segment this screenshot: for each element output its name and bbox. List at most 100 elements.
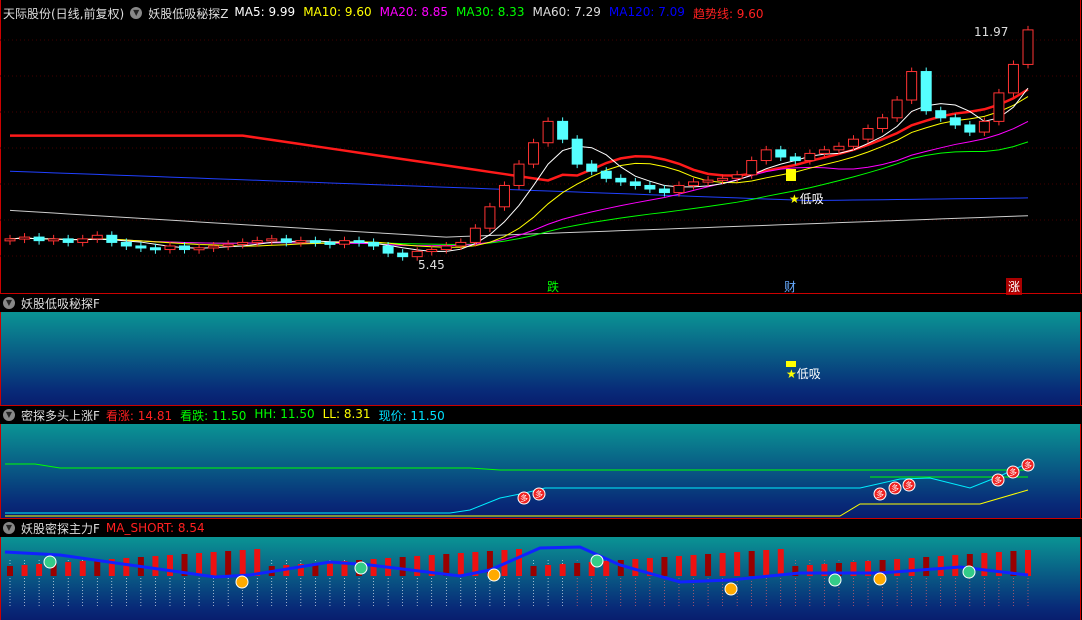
ma10-line: [9, 96, 1029, 248]
candle-body: [324, 241, 336, 245]
bull-badge-icon: [1021, 458, 1035, 472]
force-bar: [952, 555, 959, 576]
force-bar: [777, 549, 784, 576]
force-bar: [923, 557, 930, 576]
candle-body: [338, 240, 350, 245]
candle-body: [658, 188, 670, 194]
high-price-label: 11.97: [974, 25, 1009, 39]
indicator-menu-icon[interactable]: ▼: [3, 409, 15, 421]
ll-line: [5, 489, 1029, 517]
force-bar: [239, 550, 246, 576]
force-bar: [210, 552, 217, 576]
force-bar: [966, 554, 973, 576]
force-bar: [254, 549, 261, 576]
candle-body: [120, 241, 132, 247]
chevron-down-icon: [590, 554, 604, 568]
bull-badge-text: 多: [876, 489, 884, 499]
ma-value-5: MA120: 7.09: [608, 4, 685, 19]
force-bar: [225, 551, 232, 576]
bull-badge-icon: [873, 487, 887, 501]
candle-body: [644, 184, 656, 190]
candle-body: [746, 160, 758, 176]
low-price-label: 5.45: [418, 258, 445, 272]
panel4-header: ▼ 妖股密探主力F MA_SHORT: 8.54: [0, 519, 205, 537]
force-bar: [879, 560, 886, 576]
bull-badge-icon: [888, 481, 902, 495]
candle-body: [222, 243, 234, 247]
force-bar: [865, 561, 872, 576]
bull-badge-text: 多: [994, 475, 1002, 485]
candlestick-chart[interactable]: [0, 0, 1082, 293]
main-chart-panel[interactable]: [0, 0, 1081, 293]
force-bar: [79, 561, 86, 576]
signal-bar: [786, 361, 796, 367]
candle-body: [964, 124, 976, 133]
candle-body: [135, 245, 147, 249]
candle-body: [993, 92, 1005, 122]
force-bar: [457, 553, 464, 576]
panel2-body[interactable]: [0, 312, 1081, 405]
chevron-up-icon: [873, 572, 887, 586]
force-bar: [835, 563, 842, 576]
ma-short-value: MA_SHORT: 8.54: [105, 521, 205, 535]
candle-body: [266, 238, 278, 242]
candle-body: [673, 184, 685, 194]
indicator-value-2: HH: 11.50: [254, 406, 315, 421]
ma-value-0: MA5: 9.99: [234, 4, 296, 19]
force-bar: [850, 562, 857, 576]
force-bar: [50, 563, 57, 576]
force-bar: [821, 564, 828, 576]
force-bar: [908, 558, 915, 576]
panel3-body[interactable]: [0, 424, 1081, 518]
force-bar: [326, 562, 333, 576]
force-bar: [545, 565, 552, 576]
force-bar: [806, 565, 813, 576]
price-line: [5, 462, 1029, 514]
force-bar: [719, 553, 726, 576]
force-bar: [574, 563, 581, 576]
marker-zhang: 涨: [1006, 278, 1023, 295]
force-bar: [646, 558, 653, 576]
indicator-menu-icon[interactable]: ▼: [3, 297, 15, 309]
force-bar: [632, 559, 639, 576]
candle-body: [426, 249, 438, 253]
bull-badge-icon: [517, 491, 531, 505]
candle-body: [4, 238, 16, 242]
candle-body: [48, 238, 60, 242]
force-bar: [65, 562, 72, 576]
bull-badge-icon: [532, 487, 546, 501]
bull-badge-text: 多: [891, 483, 899, 493]
force-bar: [196, 553, 203, 576]
force-bar: [981, 553, 988, 576]
panel3-title: 密探多头上涨F: [21, 408, 100, 423]
candle-body: [586, 163, 598, 172]
force-bar: [690, 555, 697, 576]
chevron-up-icon: [235, 575, 249, 589]
marker-cai: 财: [784, 280, 797, 294]
candle-body: [164, 245, 176, 251]
chevron-down-icon: [43, 555, 57, 569]
candle-body: [91, 234, 103, 240]
candle-body: [208, 245, 220, 249]
candle-body: [688, 181, 700, 186]
candle-body: [789, 156, 801, 162]
candle-body: [862, 128, 874, 140]
candle-body: [600, 170, 612, 179]
bull-badge-text: 多: [520, 493, 528, 503]
candle-body: [1022, 29, 1034, 65]
indicator-menu-icon[interactable]: ▼: [130, 7, 143, 19]
panel4-body[interactable]: [0, 537, 1081, 620]
force-bar: [734, 552, 741, 576]
candle-body: [571, 138, 583, 165]
candle-body: [382, 245, 394, 254]
force-bar: [661, 557, 668, 576]
candle-body: [906, 71, 918, 101]
candle-body: [77, 238, 89, 243]
ma120-line: [9, 170, 1029, 202]
candle-body: [717, 177, 729, 181]
candle-body: [775, 149, 787, 158]
candle-body: [280, 238, 292, 243]
candle-body: [891, 99, 903, 119]
indicator-menu-icon[interactable]: ▼: [3, 522, 15, 534]
